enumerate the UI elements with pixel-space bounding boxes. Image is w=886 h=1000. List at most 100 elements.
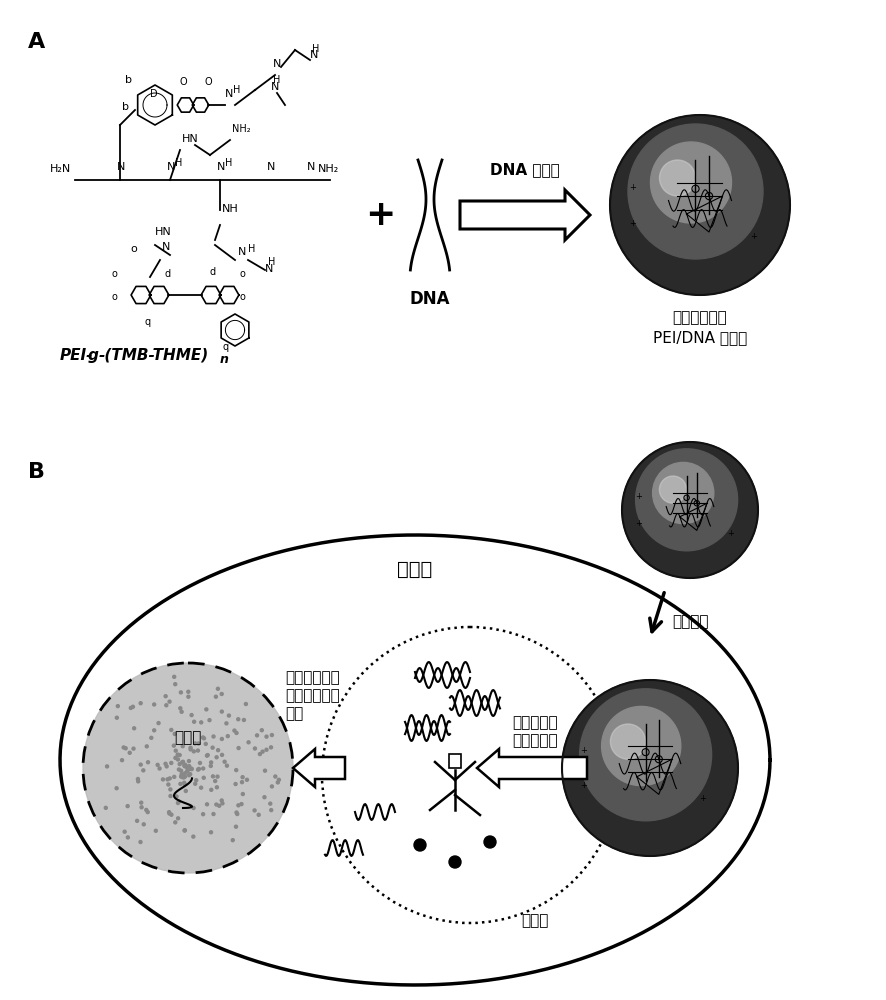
- Circle shape: [211, 746, 214, 749]
- Circle shape: [659, 476, 687, 503]
- Circle shape: [105, 765, 109, 768]
- Text: d: d: [210, 267, 216, 277]
- Circle shape: [152, 703, 156, 706]
- Circle shape: [165, 704, 167, 707]
- Text: -(TMB-THME): -(TMB-THME): [99, 348, 209, 363]
- Circle shape: [221, 799, 223, 802]
- Circle shape: [241, 776, 244, 779]
- Circle shape: [484, 836, 496, 848]
- Circle shape: [206, 754, 208, 757]
- Circle shape: [208, 719, 211, 722]
- Circle shape: [202, 776, 206, 779]
- Circle shape: [263, 796, 266, 799]
- Text: n: n: [220, 353, 229, 366]
- Text: H₂N: H₂N: [50, 164, 71, 174]
- Circle shape: [199, 786, 203, 789]
- Text: d: d: [165, 269, 171, 279]
- Text: o: o: [130, 244, 136, 254]
- Circle shape: [622, 442, 758, 578]
- Text: HN: HN: [182, 134, 198, 144]
- Text: N: N: [310, 50, 318, 60]
- Text: b: b: [122, 102, 129, 112]
- Circle shape: [209, 764, 213, 767]
- Circle shape: [195, 779, 198, 782]
- Circle shape: [180, 769, 183, 772]
- Circle shape: [269, 746, 273, 749]
- Circle shape: [146, 761, 150, 764]
- Circle shape: [166, 778, 169, 781]
- Circle shape: [167, 811, 171, 814]
- Circle shape: [168, 812, 171, 815]
- Circle shape: [173, 775, 175, 778]
- Circle shape: [183, 781, 186, 784]
- Circle shape: [176, 753, 179, 756]
- Circle shape: [157, 722, 160, 725]
- Text: q: q: [223, 342, 229, 352]
- Circle shape: [128, 751, 131, 754]
- Circle shape: [123, 830, 126, 833]
- Circle shape: [449, 856, 461, 868]
- Circle shape: [237, 718, 240, 721]
- Circle shape: [215, 803, 218, 806]
- Text: 细胞核: 细胞核: [175, 730, 202, 746]
- Text: PEI-: PEI-: [60, 348, 94, 363]
- Text: 内剥体: 内剥体: [521, 913, 548, 928]
- Circle shape: [182, 760, 184, 763]
- Circle shape: [202, 813, 205, 816]
- Circle shape: [131, 705, 135, 708]
- Circle shape: [120, 759, 123, 762]
- Circle shape: [178, 754, 181, 757]
- Circle shape: [209, 831, 213, 834]
- Circle shape: [183, 829, 186, 832]
- Circle shape: [168, 777, 171, 780]
- Text: o: o: [240, 269, 246, 279]
- Circle shape: [170, 761, 173, 764]
- Circle shape: [176, 758, 180, 761]
- Circle shape: [268, 802, 272, 805]
- Circle shape: [167, 783, 170, 786]
- Circle shape: [653, 462, 714, 524]
- Circle shape: [115, 787, 118, 790]
- Circle shape: [235, 825, 237, 828]
- Circle shape: [186, 766, 189, 769]
- Circle shape: [269, 809, 273, 812]
- Circle shape: [189, 746, 192, 749]
- Circle shape: [414, 839, 426, 851]
- Circle shape: [270, 785, 274, 788]
- Circle shape: [240, 803, 243, 806]
- Circle shape: [133, 727, 136, 730]
- Circle shape: [188, 765, 190, 768]
- Circle shape: [174, 756, 177, 759]
- Circle shape: [177, 800, 181, 803]
- Text: 质子海绵作用: 质子海绵作用: [285, 670, 339, 685]
- Text: D: D: [150, 89, 158, 99]
- Circle shape: [143, 823, 145, 826]
- Circle shape: [183, 829, 186, 832]
- Circle shape: [198, 761, 201, 764]
- Circle shape: [176, 801, 180, 804]
- Circle shape: [139, 763, 143, 766]
- Circle shape: [237, 804, 240, 807]
- Circle shape: [188, 774, 190, 777]
- Circle shape: [276, 781, 279, 784]
- Circle shape: [158, 767, 161, 770]
- Circle shape: [190, 767, 193, 770]
- Circle shape: [223, 760, 226, 763]
- Text: g: g: [88, 348, 99, 363]
- Text: N: N: [267, 162, 276, 172]
- Circle shape: [183, 776, 185, 779]
- Circle shape: [628, 124, 763, 259]
- Circle shape: [194, 742, 197, 745]
- Text: H: H: [268, 257, 276, 267]
- Text: DNA: DNA: [409, 290, 450, 308]
- Circle shape: [139, 702, 142, 705]
- Text: NH₂: NH₂: [232, 124, 251, 134]
- Circle shape: [203, 737, 206, 740]
- Text: o: o: [240, 292, 246, 302]
- Circle shape: [198, 767, 200, 770]
- Circle shape: [178, 763, 182, 766]
- Circle shape: [247, 741, 250, 744]
- Circle shape: [214, 695, 217, 698]
- Circle shape: [146, 811, 149, 814]
- Circle shape: [169, 788, 172, 791]
